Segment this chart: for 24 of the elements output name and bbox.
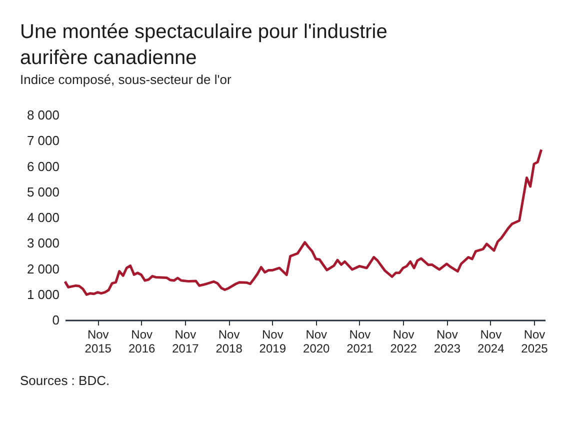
chart-subtitle: Indice composé, sous-secteur de l'or [20, 72, 232, 87]
x-tick-label: Nov 2015 [84, 328, 112, 356]
x-tick-label: Nov 2021 [346, 328, 374, 356]
x-tick-label: Nov 2020 [303, 328, 330, 356]
x-tick-label: Nov 2016 [128, 328, 156, 356]
y-tick-label: 4 000 [26, 210, 60, 225]
y-tick-label: 8 000 [26, 108, 60, 122]
chart-title: Une montée spectaculaire pour l'industrie aurifère canadienne [20, 21, 388, 69]
x-tick-label: Nov 2022 [390, 328, 418, 356]
y-tick-label: 5 000 [26, 184, 60, 200]
y-tick-label: 1 000 [26, 286, 60, 302]
y-tick-label: 2 000 [26, 261, 60, 276]
line-series [64, 148, 543, 296]
y-tick-label: 6 000 [26, 158, 60, 174]
y-tick-label: 7 000 [26, 133, 60, 148]
x-tick-label: Nov 2023 [434, 328, 461, 356]
x-tick-label: Nov 2024 [478, 328, 505, 356]
source-note: Sources : BDC. [20, 373, 110, 388]
x-tick-label: Nov 2017 [172, 328, 200, 356]
x-tick-label: Nov 2018 [216, 328, 243, 356]
x-tick-label: Nov 2019 [259, 328, 286, 356]
y-tick-label: 3 000 [26, 236, 60, 251]
x-tick-label: Nov 2025 [521, 328, 548, 356]
y-tick-label: 0 [52, 312, 60, 328]
